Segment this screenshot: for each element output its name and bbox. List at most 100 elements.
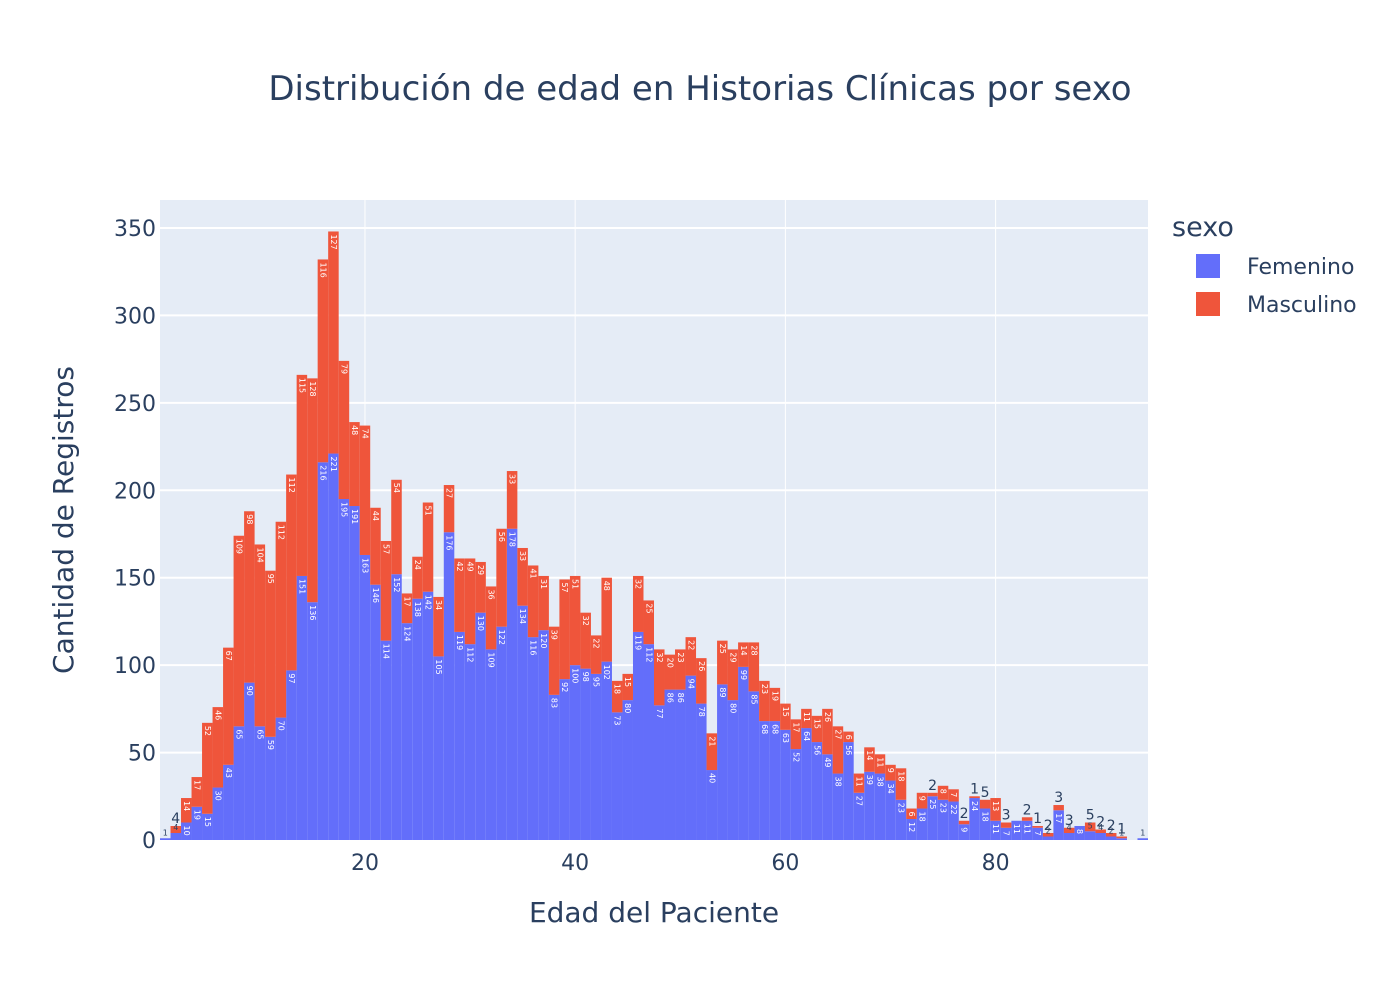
bar-femenino[interactable] [801,728,812,840]
bar-masculino[interactable] [517,547,528,606]
bar-femenino[interactable] [338,499,350,840]
bar-masculino[interactable] [622,673,633,701]
bar-femenino[interactable] [580,668,591,840]
bar-femenino[interactable] [233,726,245,840]
bar-masculino[interactable] [685,637,697,676]
legend-item-femenino[interactable]: Femenino [1196,254,1354,280]
bar-femenino[interactable] [832,773,844,840]
bar-masculino[interactable] [990,798,1001,821]
bar-masculino[interactable] [254,544,266,727]
bar-femenino[interactable] [212,787,224,840]
bar-femenino[interactable] [254,726,266,840]
bar-femenino[interactable] [202,813,213,840]
bar-masculino[interactable] [202,722,213,814]
bar-masculino[interactable] [569,575,581,666]
bar-femenino[interactable] [1042,836,1054,840]
bar-masculino[interactable] [464,558,476,645]
bar-femenino[interactable] [559,679,570,840]
bar-femenino[interactable] [696,703,707,840]
bar-masculino[interactable] [1116,836,1127,839]
bar-femenino[interactable] [853,792,865,840]
bar-masculino[interactable] [864,747,875,772]
bar-femenino[interactable] [569,665,581,840]
bar-masculino[interactable] [1063,827,1075,834]
bar-masculino[interactable] [632,575,644,632]
bar-masculino[interactable] [727,649,739,701]
bar-masculino[interactable] [170,826,182,834]
bar-femenino[interactable] [265,736,276,840]
bar-femenino[interactable] [937,799,949,840]
bar-femenino[interactable] [401,623,413,840]
bar-masculino[interactable] [801,708,812,729]
bar-femenino[interactable] [916,808,928,840]
bar-masculino[interactable] [717,640,728,685]
bar-masculino[interactable] [496,528,507,627]
bar-masculino[interactable] [286,474,297,671]
bar-femenino[interactable] [611,712,623,840]
bar-femenino[interactable] [885,780,896,840]
bar-femenino[interactable] [906,819,917,840]
bar-femenino[interactable] [685,675,697,840]
bar-masculino[interactable] [454,558,465,632]
bar-masculino[interactable] [181,798,192,823]
bar-femenino[interactable] [349,506,360,840]
bar-masculino[interactable] [769,687,781,722]
bar-masculino[interactable] [979,799,991,809]
bar-femenino[interactable] [517,605,528,840]
bar-femenino[interactable] [590,673,602,840]
bar-masculino[interactable] [296,374,308,576]
bar-masculino[interactable] [664,654,676,690]
bar-femenino[interactable] [160,838,171,840]
bar-femenino[interactable] [412,598,423,840]
bar-femenino[interactable] [538,630,549,840]
bar-femenino[interactable] [496,626,507,840]
bar-masculino[interactable] [790,719,802,750]
bar-masculino[interactable] [391,479,402,575]
bar-masculino[interactable] [475,561,486,613]
bar-masculino[interactable] [916,792,928,809]
bar-masculino[interactable] [338,360,350,500]
bar-femenino[interactable] [1095,833,1106,840]
bar-femenino[interactable] [748,691,760,840]
bar-femenino[interactable] [1105,836,1117,840]
bar-masculino[interactable] [780,703,791,730]
bar-femenino[interactable] [822,754,833,840]
bar-femenino[interactable] [643,644,654,840]
bar-femenino[interactable] [632,631,644,840]
bar-masculino[interactable] [265,570,276,737]
bar-masculino[interactable] [1053,805,1064,811]
bar-masculino[interactable] [759,680,770,722]
bar-masculino[interactable] [317,259,329,463]
bar-femenino[interactable] [675,689,686,840]
bar-masculino[interactable] [275,521,287,718]
bar-masculino[interactable] [1095,829,1106,834]
legend-item-masculino[interactable]: Masculino [1196,292,1357,318]
bar-femenino[interactable] [223,764,234,840]
bar-masculino[interactable] [885,764,896,781]
bar-femenino[interactable] [1116,838,1127,840]
bar-masculino[interactable] [380,540,392,641]
bar-femenino[interactable] [717,684,728,840]
bar-femenino[interactable] [1074,826,1085,840]
bar-masculino[interactable] [895,768,907,800]
bar-femenino[interactable] [1021,820,1033,840]
bar-femenino[interactable] [296,575,308,840]
bar-femenino[interactable] [359,554,371,840]
bar-femenino[interactable] [391,574,402,840]
bar-femenino[interactable] [1084,831,1096,840]
bar-masculino[interactable] [832,726,844,774]
bar-masculino[interactable] [212,707,224,788]
bar-masculino[interactable] [1105,833,1117,837]
bar-masculino[interactable] [654,649,665,706]
bar-masculino[interactable] [822,708,833,755]
bar-masculino[interactable] [244,511,255,683]
bar-masculino[interactable] [590,635,602,674]
bar-masculino[interactable] [853,773,865,793]
bar-masculino[interactable] [643,600,654,645]
bar-femenino[interactable] [990,820,1001,840]
bar-masculino[interactable] [843,731,854,743]
bar-masculino[interactable] [328,231,339,454]
bar-femenino[interactable] [1011,820,1022,840]
bar-femenino[interactable] [170,833,182,840]
bar-masculino[interactable] [958,820,970,825]
